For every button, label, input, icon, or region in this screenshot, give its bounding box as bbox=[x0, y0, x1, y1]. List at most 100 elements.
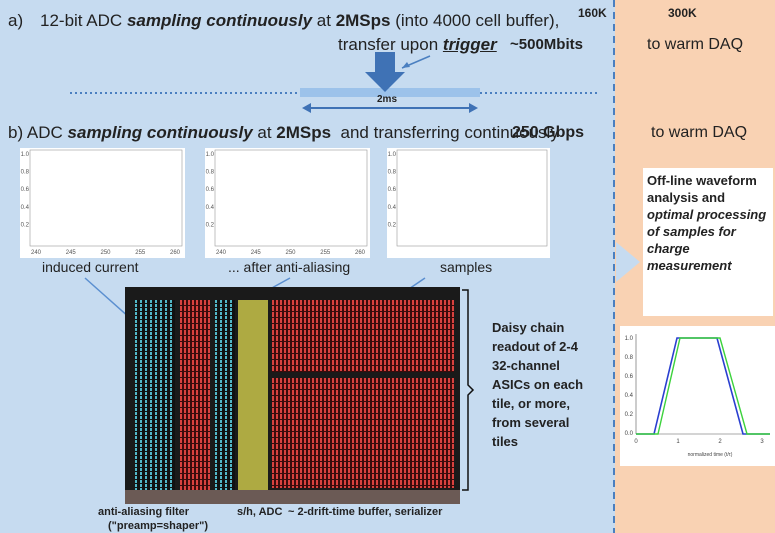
waveform-plot: 1.0 0.8 0.6 0.4 0.2 240 245 250 255 260 bbox=[205, 148, 370, 258]
y-tick-label: 0.6 bbox=[388, 187, 397, 193]
transfer-arrow bbox=[365, 52, 405, 92]
arrowhead bbox=[402, 62, 410, 68]
chip-filter bbox=[180, 300, 210, 490]
chip-label: ~ 2-drift-time buffer, serializer bbox=[288, 506, 443, 518]
destination: to warm DAQ bbox=[651, 124, 748, 141]
emphasis: optimal processing of samples for charge… bbox=[647, 207, 767, 273]
y-tick-label: 0.6 bbox=[625, 374, 634, 380]
readout-line: 32-channel bbox=[492, 358, 560, 373]
chip-buffer bbox=[272, 378, 454, 488]
window-bar bbox=[300, 88, 480, 97]
temp-label: 160K bbox=[578, 6, 607, 20]
x-tick-label: 255 bbox=[320, 250, 331, 256]
chip-buffer bbox=[272, 300, 454, 372]
destination: to warm DAQ bbox=[647, 36, 744, 53]
text: at bbox=[312, 11, 336, 30]
y-tick-label: 0.4 bbox=[206, 205, 215, 211]
y-tick-label: 0.4 bbox=[388, 205, 397, 211]
text: and transferring continuously bbox=[331, 123, 559, 142]
x-tick-label: 240 bbox=[31, 250, 42, 256]
readout-line: readout of 2-4 bbox=[492, 339, 578, 354]
y-tick-label: 0.2 bbox=[206, 222, 215, 228]
x-axis-label: normalized time (t/τ) bbox=[688, 452, 733, 458]
plot-frame bbox=[214, 149, 368, 247]
text: b) ADC bbox=[8, 123, 68, 142]
section-a-text: 12-bit ADC sampling continuously at 2MSp… bbox=[40, 11, 559, 31]
x-tick-label: 255 bbox=[135, 250, 146, 256]
data-size: ~500Mbits bbox=[510, 36, 583, 53]
plot-bg bbox=[620, 326, 775, 466]
pointer bbox=[84, 277, 131, 319]
readout-line: tiles bbox=[492, 434, 519, 449]
readout-line: ASICs on each bbox=[492, 377, 584, 392]
y-tick-label: 0.4 bbox=[625, 393, 634, 399]
y-tick-label: 0.4 bbox=[21, 205, 30, 211]
temp-label: 300K bbox=[668, 6, 697, 20]
emphasis: trigger bbox=[442, 35, 497, 54]
result-plot: 1.0 0.8 0.6 0.4 0.2 0.00 1 2 3 normalized time (t… bbox=[620, 326, 775, 466]
x-tick-label: 260 bbox=[355, 250, 366, 256]
plot-caption: induced current bbox=[42, 259, 139, 275]
rate: 250 Gbps bbox=[512, 124, 585, 141]
section-b-text: b) ADC sampling continuously at 2MSps an… bbox=[8, 123, 559, 143]
plot-frame bbox=[396, 149, 548, 247]
plot-caption: samples bbox=[440, 259, 493, 275]
chip-adc bbox=[238, 300, 268, 490]
chip-pads bbox=[125, 490, 460, 504]
x-tick-label: 250 bbox=[100, 250, 111, 256]
y-tick-label: 1.0 bbox=[21, 152, 30, 158]
y-tick-label: 1.0 bbox=[388, 152, 397, 158]
x-tick-label: 245 bbox=[66, 250, 77, 256]
chevron bbox=[616, 242, 640, 282]
readout-line: Daisy chain bbox=[492, 320, 565, 335]
text: Off-line waveform analysis and bbox=[647, 173, 757, 205]
text: at bbox=[252, 123, 277, 142]
x-tick-label: 250 bbox=[285, 250, 296, 256]
y-tick-label: 0.2 bbox=[388, 222, 397, 228]
section-label: a) bbox=[8, 11, 24, 30]
y-tick-label: 1.0 bbox=[206, 152, 215, 158]
x-tick-label: 1 bbox=[676, 439, 680, 445]
waveform-plot: 1.0 0.8 0.6 0.4 0.2 bbox=[387, 148, 550, 258]
chip-sh bbox=[215, 300, 235, 490]
y-tick-label: 1.0 bbox=[625, 336, 634, 342]
chip-filter bbox=[135, 300, 175, 490]
readout-line: tile, or more, bbox=[492, 396, 571, 411]
section-a-text: transfer upon trigger bbox=[338, 35, 497, 55]
y-tick-label: 0.8 bbox=[206, 170, 215, 176]
chip-label: s/h, ADC bbox=[237, 506, 283, 518]
plot-caption: ... after anti-aliasing bbox=[228, 259, 351, 275]
y-tick-label: 0.8 bbox=[21, 170, 30, 176]
emphasis: sampling continuously bbox=[67, 123, 253, 142]
emphasis: 2MSps bbox=[276, 123, 332, 142]
y-tick-label: 0.8 bbox=[388, 170, 397, 176]
emphasis: 2MSps bbox=[335, 11, 391, 30]
text: transfer upon bbox=[338, 35, 443, 54]
x-tick-label: 260 bbox=[170, 250, 181, 256]
y-tick-label: 0.2 bbox=[21, 222, 30, 228]
curve bbox=[636, 337, 770, 435]
x-tick-label: 2 bbox=[718, 439, 722, 445]
y-tick-label: 0.8 bbox=[625, 355, 634, 361]
plot-frame bbox=[29, 149, 183, 247]
x-tick-label: 245 bbox=[251, 250, 262, 256]
text: 12-bit ADC bbox=[40, 11, 127, 30]
emphasis: sampling continuously bbox=[126, 11, 313, 30]
readout-line: from several bbox=[492, 415, 570, 430]
bracket bbox=[462, 289, 475, 491]
y-tick-label: 0.6 bbox=[206, 187, 215, 193]
text: (into 4000 cell buffer), bbox=[390, 11, 560, 30]
offline-box: Off-line waveform analysis and optimal p… bbox=[643, 168, 773, 316]
y-tick-label: 0.2 bbox=[625, 412, 634, 418]
x-tick-label: 3 bbox=[760, 439, 764, 445]
waveform-plot: 1.0 0.8 0.6 0.4 0.2 240 245 250 255 260 bbox=[20, 148, 185, 258]
x-tick-label: 0 bbox=[634, 439, 638, 445]
y-tick-label: 0.6 bbox=[21, 187, 30, 193]
chip-label: anti-aliasing filter bbox=[98, 506, 190, 518]
chip-label: ("preamp=shaper") bbox=[108, 520, 208, 532]
window-label: 2ms bbox=[377, 94, 398, 105]
x-tick-label: 240 bbox=[216, 250, 227, 256]
y-tick-label: 0.0 bbox=[625, 431, 634, 437]
